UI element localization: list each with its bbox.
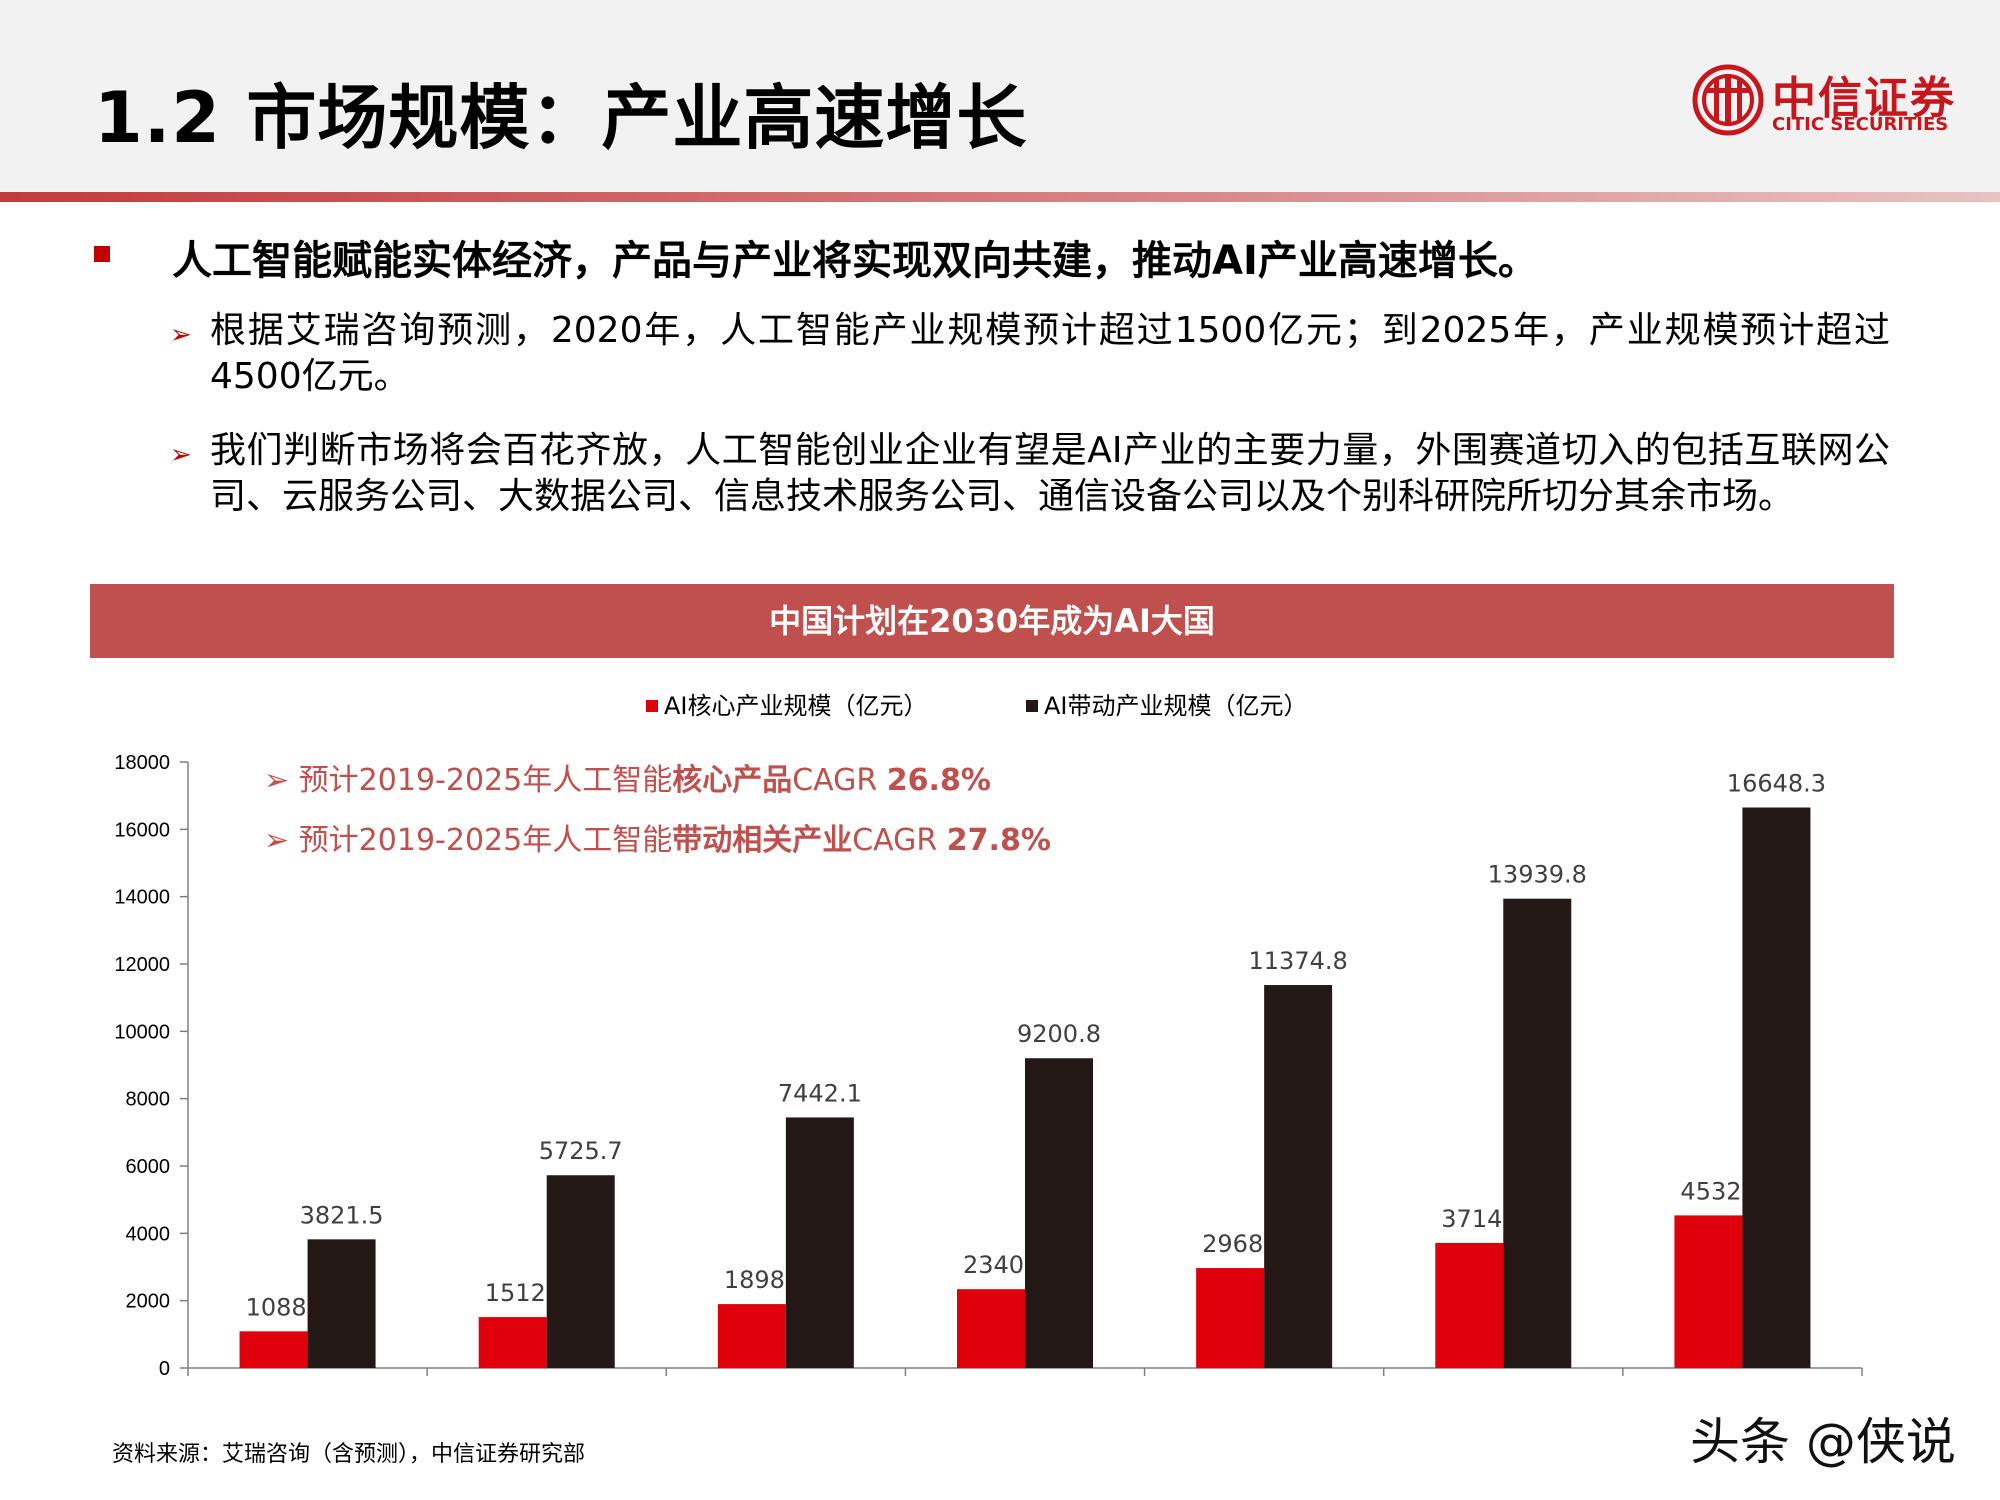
y-tick-label: 10000 — [114, 1021, 170, 1043]
bar-core — [239, 1331, 308, 1368]
data-label: 13939.8 — [1488, 861, 1587, 889]
bar-driven — [1264, 985, 1333, 1368]
legend-swatch — [1026, 700, 1038, 712]
data-label: 16648.3 — [1727, 770, 1826, 798]
logo-text-cn: 中信证券 — [1772, 73, 1956, 124]
chart-title-banner: 中国计划在2030年成为AI大国 — [90, 584, 1894, 658]
cagr-annotation: ➢ 预计2019-2025年人工智能核心产品CAGR 26.8% — [264, 763, 991, 798]
y-tick-label: 8000 — [126, 1089, 171, 1111]
legend-label: AI带动产业规模（亿元） — [1044, 692, 1308, 720]
legend-swatch — [646, 700, 658, 712]
watermark: 头条 @侠说 — [1690, 1413, 1956, 1471]
bar-driven — [1742, 807, 1811, 1368]
slide-title: 1.2 市场规模：产业高速增长 — [94, 77, 1028, 159]
y-tick-label: 4000 — [126, 1223, 171, 1245]
company-logo: 中信证券 CITIC SECURITIES — [1692, 60, 1962, 140]
bar-driven — [546, 1175, 615, 1368]
data-label: 11374.8 — [1249, 947, 1348, 975]
data-label: 3821.5 — [300, 1201, 384, 1229]
bar-core — [957, 1289, 1025, 1368]
citic-logo-icon — [1692, 64, 1764, 136]
bar-driven — [307, 1239, 376, 1368]
bar-chart: 0 2000 4000 6000 8000 10000 12000 14000 16000 180… — [90, 658, 1894, 1378]
arrow-bullet-icon: ➢ — [170, 320, 192, 350]
sub-point-1: 根据艾瑞咨询预测，2020年，人工智能产业规模预计超过1500亿元；到2025年… — [210, 310, 1890, 397]
y-tick-label: 0 — [159, 1358, 170, 1378]
sub-point-2: 我们判断市场将会百花齐放，人工智能创业企业有望是AI产业的主要力量，外围赛道切入… — [210, 430, 1890, 517]
chart-canvas: 0 2000 4000 6000 8000 10000 12000 14000 16000 180… — [114, 692, 1863, 1378]
bar-driven — [1025, 1058, 1093, 1368]
bar-driven — [1503, 898, 1572, 1368]
bar-core — [1674, 1215, 1743, 1368]
bar-core — [1196, 1268, 1265, 1368]
y-tick-label: 14000 — [114, 887, 170, 909]
y-tick-label: 2000 — [126, 1291, 171, 1313]
y-tick-label: 6000 — [126, 1156, 171, 1178]
y-tick-label: 12000 — [114, 954, 170, 976]
logo-text-en: CITIC SECURITIES — [1772, 114, 1949, 135]
y-tick-label: 18000 — [114, 752, 170, 774]
arrow-bullet-icon: ➢ — [170, 440, 192, 470]
header-divider — [0, 192, 2000, 202]
bar-driven — [785, 1117, 854, 1368]
chart-title: 中国计划在2030年成为AI大国 — [769, 602, 1215, 640]
main-point: 人工智能赋能实体经济，产品与产业将实现双向共建，推动AI产业高速增长。 — [172, 238, 1538, 284]
data-label: 7442.1 — [778, 1079, 862, 1107]
source-note: 资料来源：艾瑞咨询（含预测），中信证券研究部 — [112, 1442, 586, 1467]
data-label: 9200.8 — [1017, 1020, 1101, 1048]
bullet-square-icon — [94, 246, 110, 262]
y-tick-label: 16000 — [114, 819, 170, 841]
bar-core — [717, 1304, 786, 1368]
cagr-annotation: ➢ 预计2019-2025年人工智能带动相关产业CAGR 27.8% — [264, 823, 1051, 858]
bar-core — [478, 1317, 547, 1368]
legend-label: AI核心产业规模（亿元） — [664, 692, 928, 720]
bar-core — [1435, 1242, 1504, 1368]
slide-header: 1.2 市场规模：产业高速增长 中信证券 CITIC SECURITIES — [0, 0, 2000, 192]
data-label: 5725.7 — [539, 1137, 623, 1165]
